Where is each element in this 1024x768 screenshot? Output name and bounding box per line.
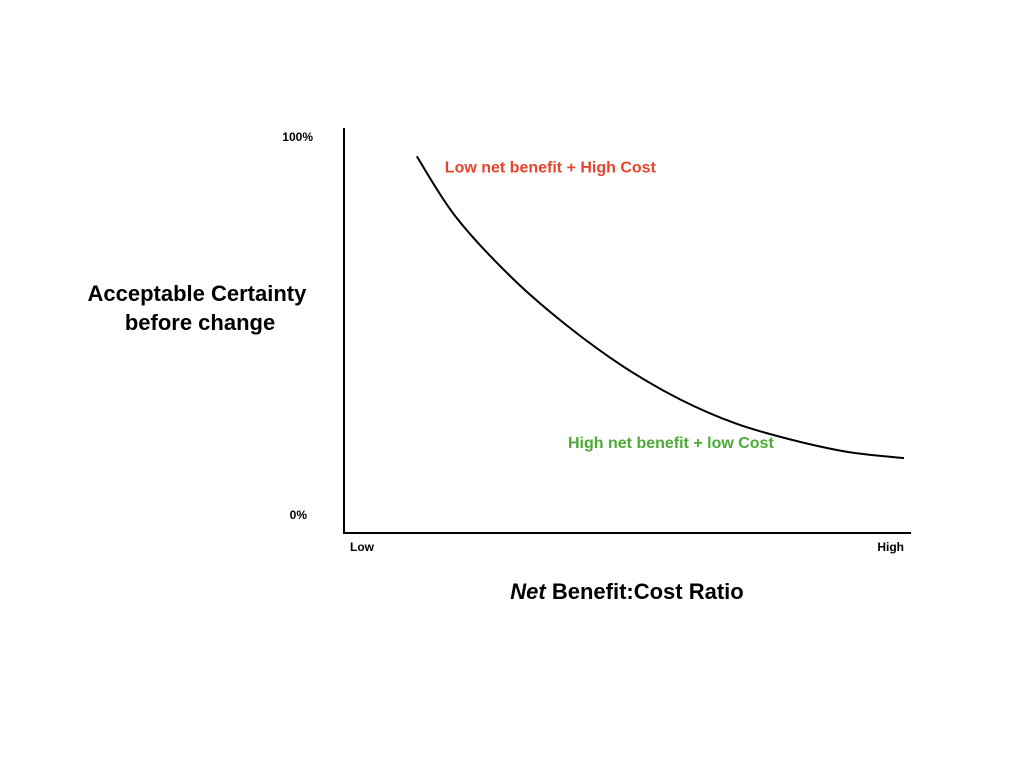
x-axis-title-rest: Benefit:Cost Ratio <box>552 579 744 604</box>
annotation-low-benefit-high-cost: Low net benefit + High Cost <box>445 160 657 177</box>
y-tick-label-top: 100% <box>282 130 313 144</box>
x-axis-title-emphasis: Net <box>510 579 547 604</box>
y-axis-title-line-1: Acceptable Certainty <box>88 281 308 306</box>
x-tick-label-high: High <box>877 540 904 554</box>
x-axis-title: Net Benefit:Cost Ratio <box>510 579 743 604</box>
annotation-high-benefit-low-cost: High net benefit + low Cost <box>568 435 774 452</box>
x-tick-label-low: Low <box>350 540 375 554</box>
series-line <box>415 155 905 460</box>
y-axis-title: Acceptable Certainty before change <box>88 281 313 335</box>
y-tick-label-bottom: 0% <box>290 508 308 522</box>
y-axis-title-line-2: before change <box>125 310 275 335</box>
